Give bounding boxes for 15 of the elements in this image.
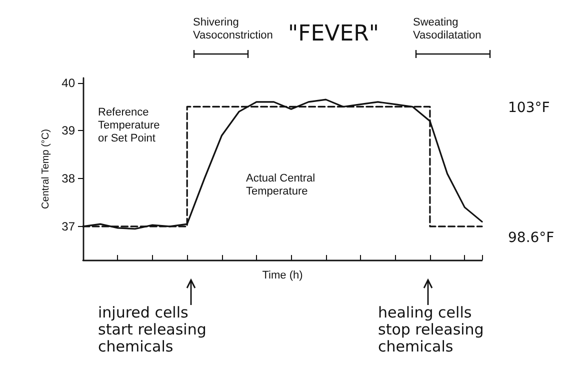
text: Sweating Vasodilatation xyxy=(413,16,482,42)
y-tick-label: 37 xyxy=(62,219,76,234)
text: 98.6°F xyxy=(508,230,554,246)
annotation: Reference Temperature or Set Point xyxy=(98,106,160,144)
y-axis-title: Central Temp (°C) xyxy=(40,129,52,209)
y-tick-label: 38 xyxy=(62,172,76,186)
text: "FEVER" xyxy=(288,22,380,46)
text: healing cells stop releasing chemicals xyxy=(378,304,484,356)
text: Shivering Vasoconstriction xyxy=(193,16,273,42)
text: 103°F xyxy=(508,100,550,116)
annotation: Actual Central Temperature xyxy=(246,172,316,198)
y-tick-label: 39 xyxy=(62,124,76,138)
y-tick-label: 40 xyxy=(62,76,76,90)
x-axis-title: Time (h) xyxy=(262,270,303,282)
text: injured cells start releasing chemicals xyxy=(98,304,206,356)
